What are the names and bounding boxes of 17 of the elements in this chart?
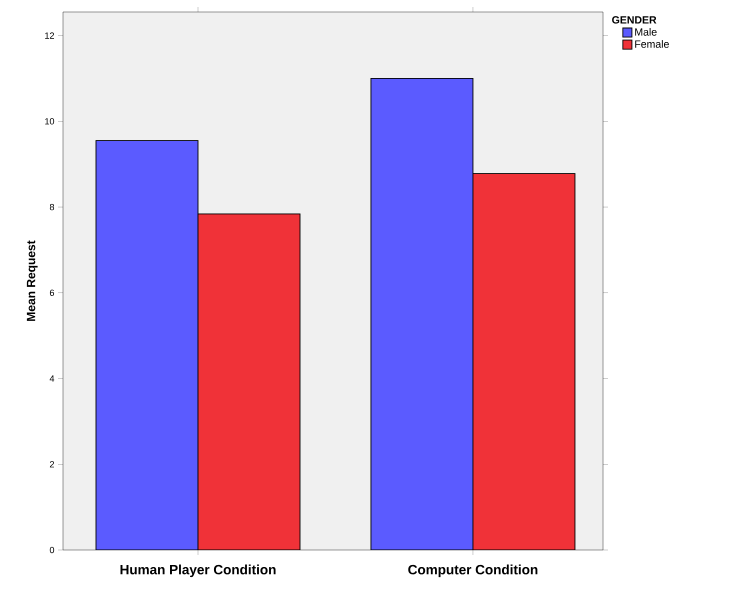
y-tick-label: 10 [45,118,54,124]
y-tick-label: 4 [50,375,54,382]
bar [370,78,474,550]
y-tick-label: 8 [50,204,54,210]
y-tick-label: 6 [50,290,54,296]
bar [96,140,198,550]
legend-title: GENDER [612,16,656,24]
y-axis-title: Mean Request [26,240,38,321]
y-tick-label: 2 [50,461,54,468]
legend-label: Female [635,40,669,48]
bar [198,213,300,550]
y-tick-label: 12 [45,32,54,39]
x-tick-label: Computer Condition [408,564,538,578]
y-tick-label: 0 [50,546,54,554]
x-tick-label: Human Player Condition [120,564,276,578]
bar [472,173,576,550]
legend-label: Male [635,28,657,36]
